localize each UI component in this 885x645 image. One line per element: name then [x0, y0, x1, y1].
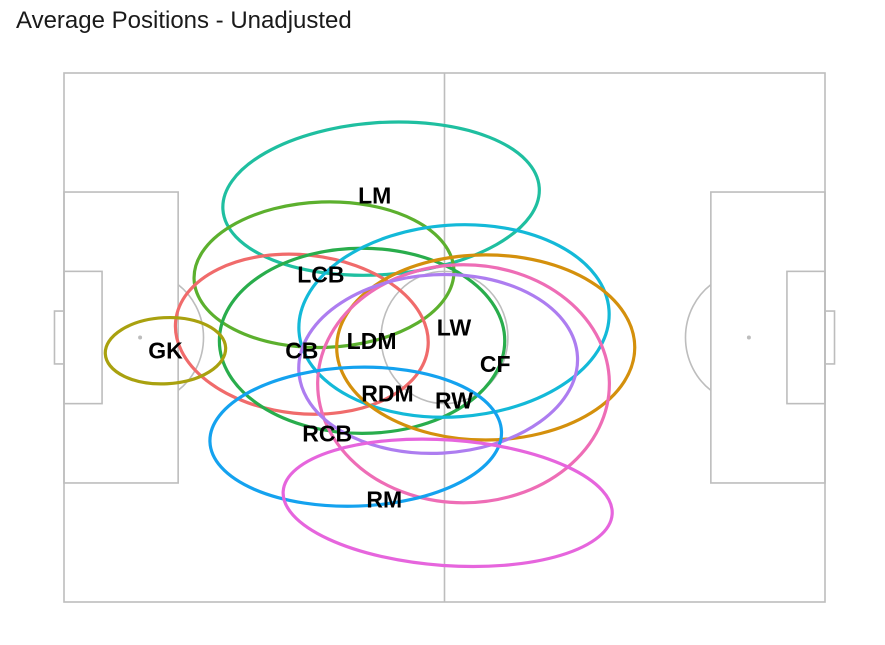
- ellipse-rw: [316, 263, 611, 505]
- left-six-yard-box: [63, 270, 103, 405]
- ellipse-lw: [297, 223, 611, 419]
- right-penalty-spot: [746, 335, 751, 340]
- label-rw: RW: [435, 387, 473, 413]
- position-ellipses: [103, 120, 637, 569]
- label-lm: LM: [358, 182, 391, 208]
- right-goal: [824, 310, 836, 365]
- right-penalty-box: [710, 191, 826, 484]
- ellipse-rcb: [208, 365, 504, 508]
- label-lcb: LCB: [297, 262, 344, 288]
- label-rcb: RCB: [302, 420, 352, 446]
- ellipse-rm: [281, 437, 614, 569]
- label-cb: CB: [285, 338, 318, 364]
- right-six-yard-box: [786, 270, 826, 405]
- label-gk: GK: [148, 338, 183, 364]
- label-rm: RM: [366, 487, 402, 513]
- ellipse-lm: [221, 120, 541, 277]
- chart-title: Average Positions - Unadjusted: [16, 7, 352, 34]
- label-cf: CF: [480, 351, 511, 377]
- ellipse-gk: [103, 315, 228, 386]
- left-goal: [53, 310, 65, 365]
- label-ldm: LDM: [347, 328, 397, 354]
- position-labels: LM LCB LW LDM GK CB CF RDM RW RCB RM: [148, 182, 510, 512]
- ellipse-cf: [335, 253, 637, 442]
- ellipse-rdm: [297, 272, 580, 455]
- label-rdm: RDM: [361, 381, 413, 407]
- label-lw: LW: [437, 315, 472, 341]
- right-penalty-arc: [684, 283, 712, 392]
- left-penalty-spot: [138, 335, 143, 340]
